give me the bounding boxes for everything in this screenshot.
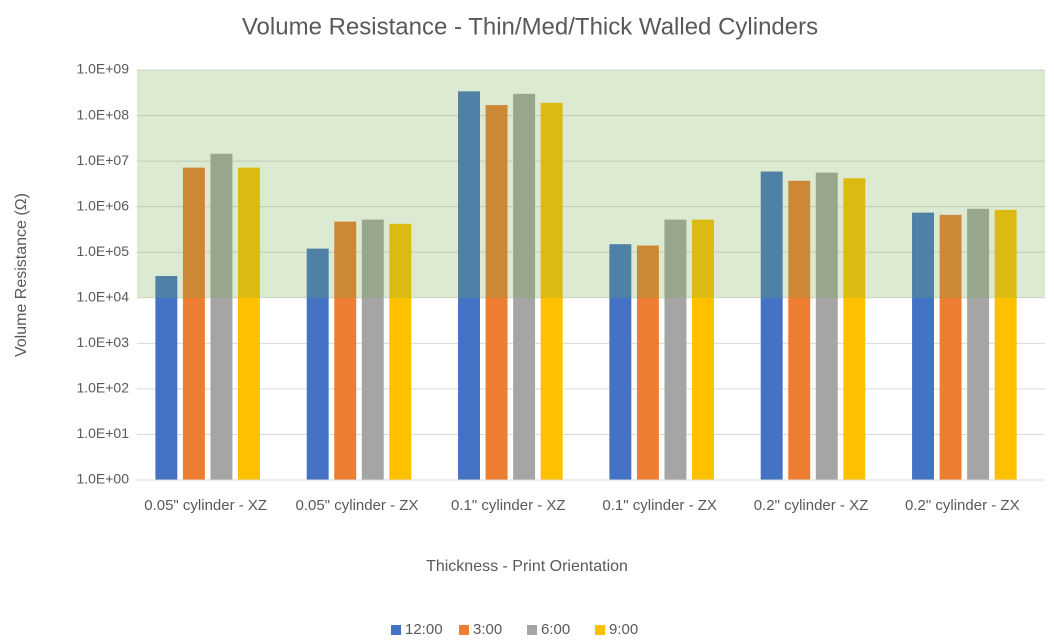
bar (994, 209, 1017, 481)
legend-label: 9:00 (609, 621, 638, 638)
bar (843, 178, 866, 480)
legend-swatch (527, 625, 537, 635)
bar (210, 153, 233, 481)
shaded-range (137, 70, 1045, 298)
y-tick-label: 1.0E+05 (76, 243, 129, 259)
bar (540, 102, 563, 480)
y-tick-label: 1.0E+06 (76, 197, 129, 213)
x-tick-label: 0.1" cylinder - XZ (451, 497, 566, 514)
y-tick-label: 1.0E+04 (76, 288, 129, 304)
legend-label: 6:00 (541, 621, 570, 638)
bar (238, 167, 260, 480)
chart-title: Volume Resistance - Thin/Med/Thick Walle… (242, 13, 818, 40)
x-tick-label: 0.2" cylinder - XZ (753, 497, 869, 514)
y-tick-label: 1.0E+01 (76, 425, 129, 441)
x-tick-label: 0.2" cylinder - ZX (905, 497, 1020, 514)
bar (815, 172, 838, 480)
y-tick-label: 1.0E+09 (76, 61, 129, 77)
x-tick-label: 0.05" cylinder - ZX (295, 497, 419, 514)
bar (939, 214, 962, 480)
bar (609, 244, 632, 480)
bar (389, 223, 412, 480)
legend-swatch (459, 625, 469, 635)
y-tick-label: 1.0E+07 (76, 152, 129, 168)
bar (361, 219, 384, 480)
y-tick-label: 1.0E+02 (76, 380, 129, 396)
x-tick-label: 0.05" cylinder - XZ (144, 497, 268, 514)
y-axis-title: Volume Resistance (Ω) (13, 193, 30, 357)
bar (912, 212, 934, 480)
bar (967, 208, 990, 481)
bar (760, 171, 783, 480)
bar (636, 245, 659, 480)
legend-swatch (391, 625, 401, 635)
y-tick-label: 1.0E+00 (76, 471, 129, 487)
legend-label: 3:00 (473, 621, 502, 638)
bar (513, 93, 536, 480)
bar (458, 91, 480, 480)
y-tick-label: 1.0E+03 (76, 334, 129, 350)
bar (692, 219, 714, 480)
x-axis-title: Thickness - Print Orientation (426, 558, 628, 575)
bar (182, 167, 205, 480)
legend-swatch (595, 625, 605, 635)
bar (334, 221, 357, 480)
legend-label: 12:00 (405, 621, 443, 638)
bar (155, 276, 178, 480)
y-tick-label: 1.0E+08 (76, 106, 129, 122)
bar (788, 180, 811, 480)
bar (664, 219, 687, 480)
x-tick-label: 0.1" cylinder - ZX (602, 497, 717, 514)
bar (485, 105, 508, 481)
bar (306, 248, 329, 480)
